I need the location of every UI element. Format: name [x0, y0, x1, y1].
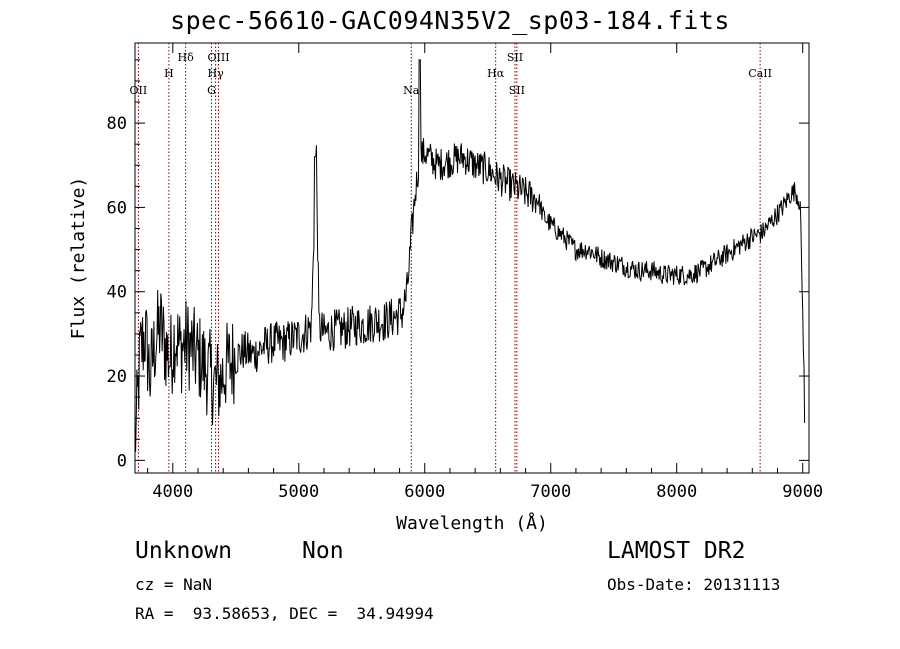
- y-tick-label: 60: [107, 198, 127, 218]
- chart-title: spec-56610-GAC094N35V2_sp03-184.fits: [170, 6, 730, 35]
- x-axis-label: Wavelength (Å): [396, 512, 548, 534]
- spectral-line-label: Hγ: [208, 67, 225, 80]
- plot-frame: [134, 42, 810, 474]
- x-tick-label: 9000: [782, 482, 823, 502]
- y-tick-label: 0: [117, 451, 127, 471]
- x-tick-label: 7000: [530, 482, 571, 502]
- y-axis-label: Flux (relative): [68, 177, 89, 340]
- x-tick-label: 6000: [404, 482, 445, 502]
- y-tick-label: 20: [107, 367, 127, 387]
- x-tick-label: 4000: [152, 482, 193, 502]
- survey-name: LAMOST DR2: [607, 538, 746, 564]
- spectral-line-label: CaII: [748, 67, 772, 80]
- spectral-line-label: Na: [403, 84, 420, 97]
- observation-date: Obs-Date: 20131113: [607, 575, 781, 594]
- object-class: Unknown: [135, 538, 232, 564]
- spectral-line-label: OII: [130, 84, 148, 97]
- spectrum-series-line: [134, 59, 806, 452]
- x-tick-label: 5000: [278, 482, 319, 502]
- object-subclass: Non: [302, 538, 344, 564]
- redshift-cz: cz = NaN: [135, 575, 213, 594]
- spectral-line-label: G: [207, 84, 216, 97]
- y-tick-label: 40: [107, 283, 127, 303]
- spectral-line-label: Hα: [487, 67, 505, 80]
- x-tick-label: 8000: [656, 482, 697, 502]
- spectral-line-label: SII: [509, 84, 525, 97]
- spectral-line-label: H: [164, 67, 174, 80]
- spectral-line-label: OIII: [207, 51, 229, 64]
- y-tick-label: 80: [107, 114, 127, 134]
- spectral-line-label: SII: [507, 51, 523, 64]
- ra-dec-coordinates: RA = 93.58653, DEC = 34.94994: [135, 604, 434, 623]
- spectral-line-label: Hδ: [178, 51, 195, 64]
